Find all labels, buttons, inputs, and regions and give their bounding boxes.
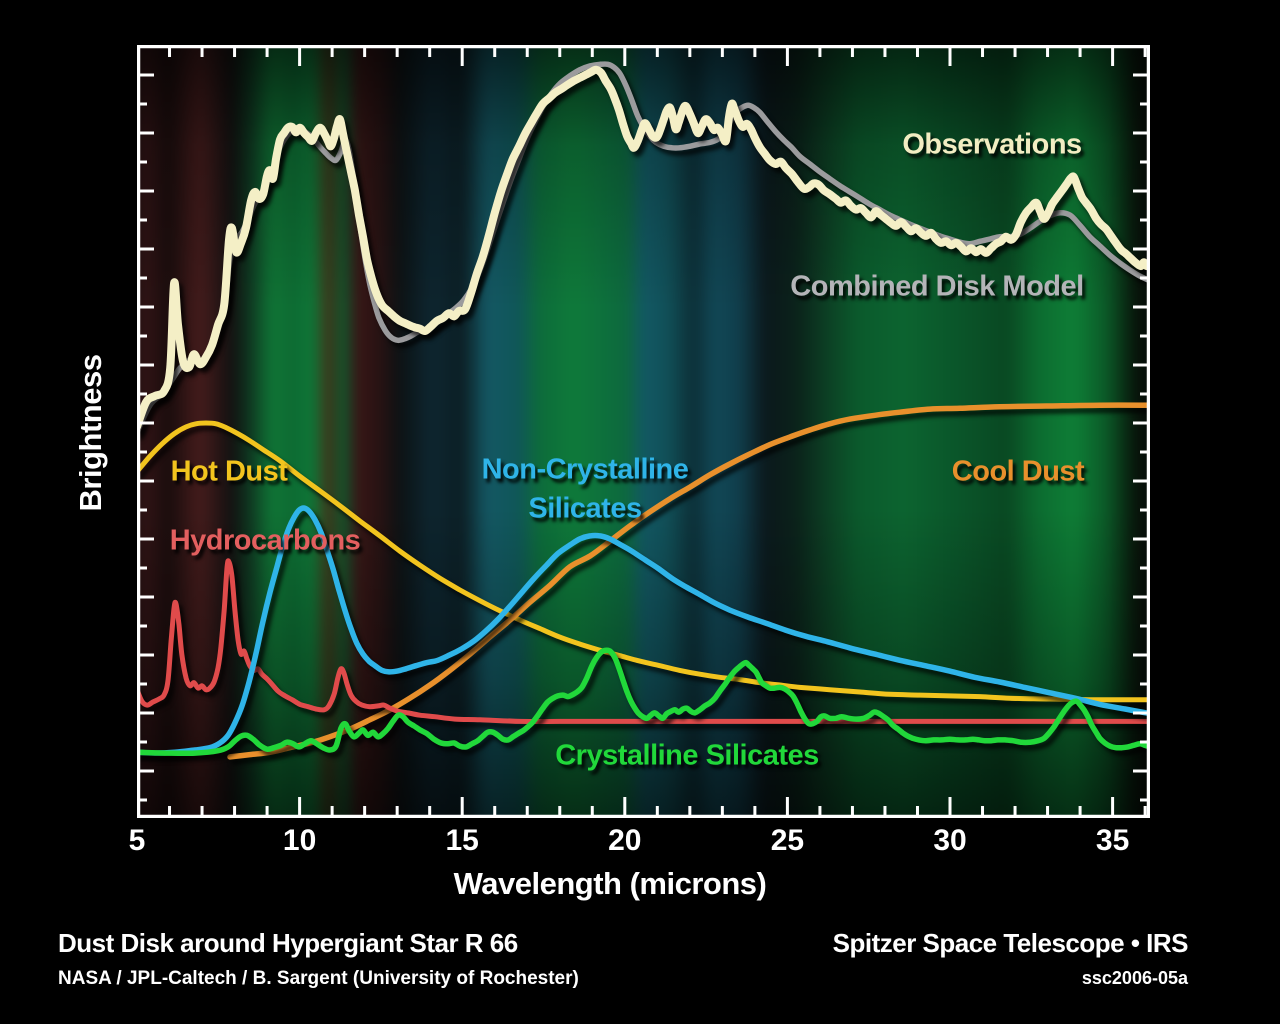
curve-cool-dust: [227, 402, 1150, 760]
x-tick-label-20: 20: [608, 824, 642, 857]
y-axis-title: Brightness: [73, 354, 108, 512]
curve-label-non-crystalline: Non-Crystalline: [481, 453, 689, 486]
plot-frame: [137, 45, 1150, 818]
curve-combined-disk-model: [137, 61, 1150, 436]
x-tick-label-30: 30: [933, 824, 967, 857]
curve-label-crystalline-silicates: Crystalline Silicates: [555, 739, 819, 772]
x-axis-tick-labels: 5 10 15 20 25 30 35: [129, 824, 1150, 860]
x-tick-label-5: 5: [128, 824, 146, 857]
x-axis-title: Wavelength (microns): [453, 866, 767, 901]
curve-hot-dust: [137, 420, 1150, 703]
curve-label-observations: Observations: [902, 128, 1082, 161]
curve-hydrocarbons: [137, 558, 1150, 724]
spectrum-plot-canvas: [137, 45, 1150, 818]
figure-title: Dust Disk around Hypergiant Star R 66: [58, 928, 518, 958]
curve-label-silicates: Silicates: [528, 492, 642, 525]
curve-label-hydrocarbons: Hydrocarbons: [169, 524, 361, 557]
x-tick-label-15: 15: [445, 824, 479, 857]
credit-line: NASA / JPL-Caltech / B. Sargent (Univers…: [58, 968, 579, 989]
curve-non-crystalline-silicates: [137, 505, 1150, 756]
release-id: ssc2006-05a: [1081, 968, 1188, 988]
plot-area: Observations Combined Disk Model Hot Dust H…: [137, 45, 1150, 818]
x-tick-label-25: 25: [770, 824, 805, 857]
x-tick-label-35: 35: [1095, 824, 1130, 857]
curve-observations: [137, 65, 1150, 431]
telescope-instrument-label: Spitzer Space Telescope • IRS: [832, 928, 1189, 958]
curve-label-hot-dust: Hot Dust: [170, 455, 288, 488]
background-vignette: [137, 45, 1150, 818]
curve-label-cool-dust: Cool Dust: [951, 455, 1085, 488]
curve-label-combined-disk-model: Combined Disk Model: [790, 270, 1084, 303]
x-tick-label-10: 10: [282, 824, 317, 857]
curve-crystalline-silicates: [137, 647, 1150, 757]
